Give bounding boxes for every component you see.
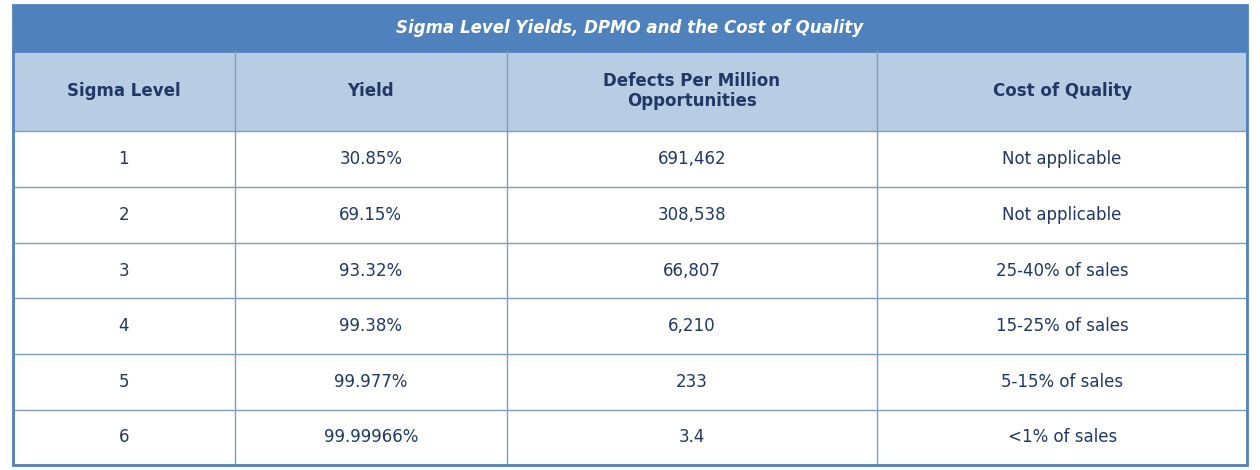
Text: Sigma Level Yields, DPMO and the Cost of Quality: Sigma Level Yields, DPMO and the Cost of… bbox=[397, 19, 863, 37]
Text: 69.15%: 69.15% bbox=[339, 206, 402, 224]
Text: 1: 1 bbox=[118, 150, 129, 168]
Text: 5-15% of sales: 5-15% of sales bbox=[1002, 373, 1123, 391]
Bar bbox=[13, 354, 1247, 410]
Text: 25-40% of sales: 25-40% of sales bbox=[995, 261, 1129, 280]
Text: 6: 6 bbox=[118, 429, 129, 446]
Text: 15-25% of sales: 15-25% of sales bbox=[995, 317, 1129, 335]
Text: Not applicable: Not applicable bbox=[1003, 150, 1121, 168]
Text: Defects Per Million
Opportunities: Defects Per Million Opportunities bbox=[604, 71, 780, 110]
Text: 6,210: 6,210 bbox=[668, 317, 716, 335]
Text: Sigma Level: Sigma Level bbox=[67, 82, 180, 100]
Text: 93.32%: 93.32% bbox=[339, 261, 402, 280]
Text: 99.38%: 99.38% bbox=[339, 317, 402, 335]
Text: Cost of Quality: Cost of Quality bbox=[993, 82, 1131, 100]
Text: 99.977%: 99.977% bbox=[334, 373, 407, 391]
Text: 99.99966%: 99.99966% bbox=[324, 429, 418, 446]
Bar bbox=[13, 5, 1247, 51]
Bar bbox=[13, 243, 1247, 298]
Text: 66,807: 66,807 bbox=[663, 261, 721, 280]
Text: 30.85%: 30.85% bbox=[339, 150, 402, 168]
Text: 4: 4 bbox=[118, 317, 129, 335]
Bar bbox=[13, 51, 1247, 131]
Text: 5: 5 bbox=[118, 373, 129, 391]
Bar bbox=[13, 410, 1247, 465]
Text: 2: 2 bbox=[118, 206, 129, 224]
Text: 308,538: 308,538 bbox=[658, 206, 726, 224]
Text: Yield: Yield bbox=[348, 82, 394, 100]
Text: Not applicable: Not applicable bbox=[1003, 206, 1121, 224]
Text: <1% of sales: <1% of sales bbox=[1008, 429, 1116, 446]
Bar bbox=[13, 298, 1247, 354]
Text: 3: 3 bbox=[118, 261, 129, 280]
Bar bbox=[13, 187, 1247, 243]
Text: 233: 233 bbox=[675, 373, 708, 391]
Text: 3.4: 3.4 bbox=[679, 429, 704, 446]
Bar bbox=[13, 131, 1247, 187]
Text: 691,462: 691,462 bbox=[658, 150, 726, 168]
